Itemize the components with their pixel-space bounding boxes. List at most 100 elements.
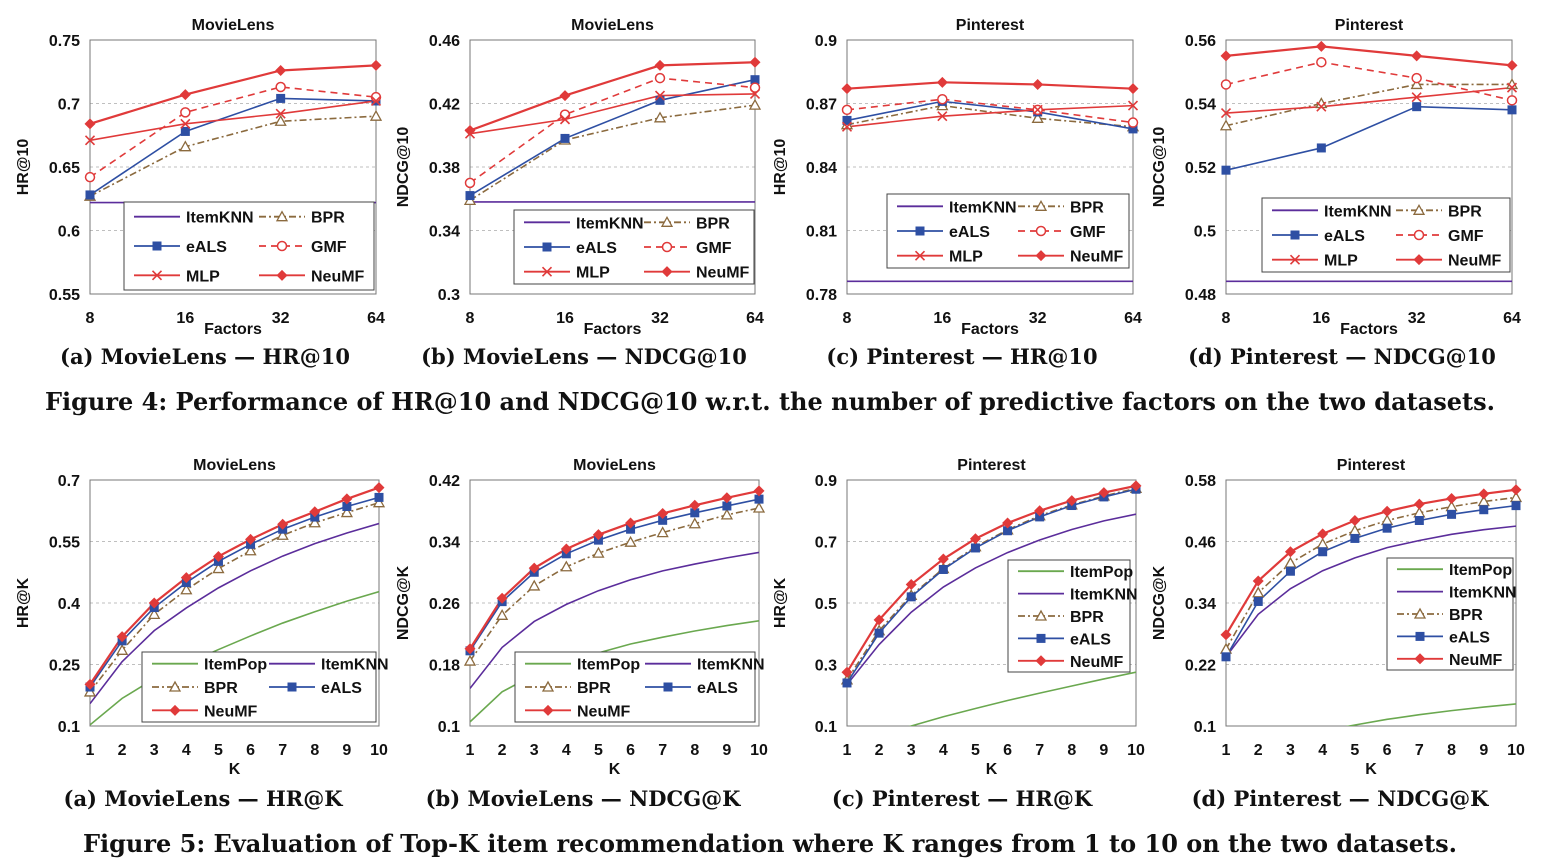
point-neumf (753, 485, 765, 497)
legend-label-gmf: GMF (1448, 228, 1484, 245)
legend-label-neumf: NeuMF (1070, 654, 1124, 671)
legend-label-gmf: GMF (311, 239, 347, 256)
x-tick-label: 2 (875, 742, 884, 759)
point-neumf (1066, 495, 1078, 507)
y-tick-label: 0.25 (49, 658, 80, 675)
point-neumf (116, 631, 128, 643)
point-eals (1316, 143, 1326, 153)
series-line-gmf (470, 77, 755, 184)
y-tick-label: 0.6 (58, 224, 80, 241)
point-bpr (340, 506, 353, 518)
y-tick-label: 0.55 (49, 287, 80, 304)
legend-marker-bpr (168, 680, 182, 692)
series-group (1226, 45, 1512, 283)
x-axis-title: K (609, 761, 621, 778)
legend-marker-eals (287, 682, 297, 692)
legend-label-mlp: MLP (576, 265, 610, 282)
legend-label-neumf: NeuMF (1070, 249, 1124, 266)
legend-label-bpr: BPR (1070, 199, 1104, 216)
y-tick-label: 0.1 (58, 719, 80, 736)
legend-label-itempop: ItemPop (204, 657, 267, 674)
x-tick-label: 3 (150, 742, 159, 759)
point-eals (626, 524, 636, 534)
point-gmf (1316, 56, 1327, 68)
point-eals (842, 678, 852, 688)
point-mlp (1220, 107, 1232, 119)
point-neumf (749, 56, 761, 68)
y-tick-label: 0.9 (815, 33, 837, 50)
legend: ItemKNN BPR eALS GMF MLP NeuMF (123, 201, 375, 291)
y-tick-label: 0.48 (1185, 287, 1216, 304)
chart-fig5a: 0.1 0.25 0.4 0.55 0.7 1 2 3 4 5 6 7 8 9 10 MovieLens K HR… (15, 457, 389, 811)
x-tick-label: 6 (246, 742, 255, 759)
series-line-eals (1226, 105, 1512, 171)
point-bpr (308, 516, 321, 528)
point-neumf (1098, 487, 1110, 499)
point-gmf (749, 82, 761, 93)
x-tick-label: 8 (466, 310, 475, 327)
point-bpr (1316, 537, 1329, 549)
legend-label-bpr: BPR (311, 210, 345, 227)
legend: ItemPop ItemKNN BPR eALS NeuMF (514, 651, 765, 723)
series-line-eals (470, 78, 755, 197)
x-tick-label: 1 (466, 742, 475, 759)
y-tick-label: 0.52 (1185, 160, 1216, 177)
legend-label-bpr: BPR (577, 680, 611, 697)
x-tick-label: 64 (367, 310, 385, 327)
y-tick-label: 0.1 (438, 719, 460, 736)
point-bpr (752, 501, 766, 513)
point-neumf (1506, 59, 1518, 71)
point-gmf (464, 177, 476, 189)
x-tick-label: 10 (750, 742, 768, 759)
series-line-eals (90, 97, 376, 196)
y-tick-label: 0.81 (806, 224, 837, 241)
legend-marker-eals (542, 242, 552, 252)
point-gmf (275, 81, 286, 93)
y-tick-label: 0.46 (429, 33, 460, 50)
x-tick-label: 16 (556, 310, 574, 327)
x-tick-label: 3 (530, 742, 539, 759)
point-eals (1003, 526, 1013, 536)
plot-frame (469, 479, 760, 727)
y-tick-label: 0.22 (1185, 658, 1216, 675)
legend-marker-bpr (1413, 607, 1427, 619)
point-bpr (1252, 586, 1265, 598)
point-gmf (559, 109, 571, 120)
legend-marker-bpr (1034, 199, 1048, 211)
x-tick-label: 64 (1124, 310, 1142, 327)
legend-marker-bpr (660, 215, 674, 227)
legend-label-bpr: BPR (696, 215, 730, 232)
point-bpr (1031, 111, 1044, 123)
point-neumf (936, 76, 948, 88)
point-neumf (1220, 50, 1232, 62)
legend-label-gmf: GMF (696, 240, 732, 257)
series-line-bpr (1226, 83, 1512, 127)
point-neumf (245, 533, 257, 545)
series-line-bpr (90, 115, 376, 197)
x-axis-title: Factors (961, 321, 1019, 338)
y-tick-label: 0.7 (58, 97, 80, 114)
legend-label-bpr: BPR (1070, 609, 1104, 626)
point-eals (970, 543, 980, 553)
point-eals (560, 133, 570, 143)
series-group (847, 81, 1133, 283)
point-neumf (721, 492, 733, 504)
point-neumf (1315, 40, 1327, 52)
legend-marker-mlp (541, 266, 553, 277)
plot-frame (1225, 479, 1517, 727)
legend-marker-bpr (1034, 609, 1048, 621)
legend-label-mlp: MLP (186, 268, 220, 285)
point-neumf (937, 553, 949, 565)
point-neumf (464, 643, 476, 655)
point-neumf (969, 533, 981, 545)
legend-marker-eals (1290, 230, 1300, 240)
point-gmf (180, 107, 191, 118)
point-bpr (369, 109, 383, 121)
point-bpr (212, 562, 225, 574)
y-tick-label: 0.7 (815, 535, 837, 552)
subcaption: (c) Pinterest — HR@K (832, 786, 1093, 811)
point-eals (1285, 566, 1295, 576)
point-neumf (84, 118, 96, 130)
legend-label-itemknn: ItemKNN (1070, 587, 1138, 604)
y-tick-label: 0.18 (429, 658, 460, 675)
